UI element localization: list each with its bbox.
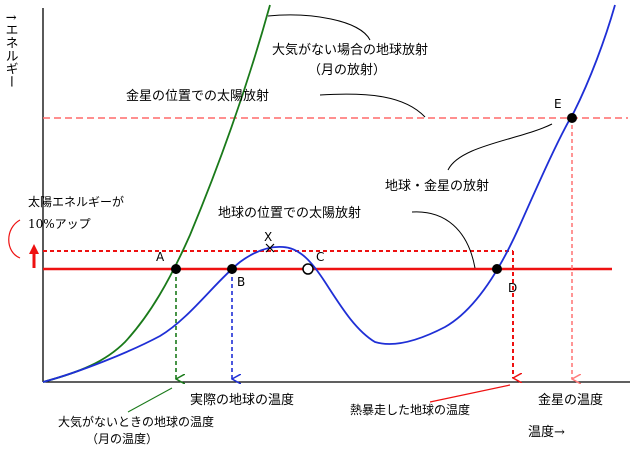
- point-X-marker: [265, 243, 275, 253]
- venus-solar-leader: [319, 93, 426, 118]
- point-B-label: B: [237, 275, 245, 289]
- point-A-label: A: [156, 250, 165, 264]
- point-A-marker: [171, 264, 181, 274]
- actual-earth-temp-label: 実際の地球の温度: [190, 392, 294, 408]
- no-atmosphere-label-1: 大気がない場合の地球放射: [272, 42, 428, 58]
- earth-solar-leader: [411, 211, 476, 269]
- moon-temp-label-2: （月の温度）: [86, 431, 158, 446]
- moon-temp-label-1: 大気がないときの地球の温度: [58, 414, 214, 429]
- point-D-label: D: [508, 281, 517, 295]
- earth-venus-radiation-curve: [42, 4, 616, 383]
- venus-solar-label: 金星の位置での太陽放射: [126, 88, 269, 104]
- venus-temp-label: 金星の温度: [538, 392, 603, 408]
- solar-up-arrowhead: [29, 244, 39, 254]
- x-axis-label: 温度→: [528, 424, 565, 440]
- earth-venus-leader: [447, 123, 553, 171]
- solar-up-label-1: 太陽エネルギーが: [28, 194, 124, 209]
- moon-temp-leader: [127, 387, 173, 413]
- solar-up-bracket: [8, 219, 21, 259]
- point-C-label: C: [316, 250, 324, 264]
- earth-venus-label: 地球・金星の放射: [385, 178, 489, 194]
- no-atmosphere-radiation-curve: [42, 4, 271, 383]
- point-X-label: X: [264, 230, 272, 244]
- y-axis-label: ↑エネルギー: [3, 12, 18, 88]
- no-atmosphere-label-2: （月の放射）: [308, 62, 386, 78]
- point-E-marker: [567, 113, 577, 123]
- no-atmosphere-leader: [267, 14, 371, 41]
- earth-solar-label: 地球の位置での太陽放射: [218, 205, 361, 221]
- point-C-marker: [302, 263, 314, 275]
- runaway-earth-temp-label: 熱暴走した地球の温度: [350, 402, 470, 417]
- runaway-temp-leader: [429, 384, 511, 403]
- point-E-label: E: [554, 97, 562, 111]
- point-B-marker: [227, 264, 237, 274]
- solar-up-label-2: 10%アップ: [28, 217, 91, 231]
- point-D-marker: [492, 264, 502, 274]
